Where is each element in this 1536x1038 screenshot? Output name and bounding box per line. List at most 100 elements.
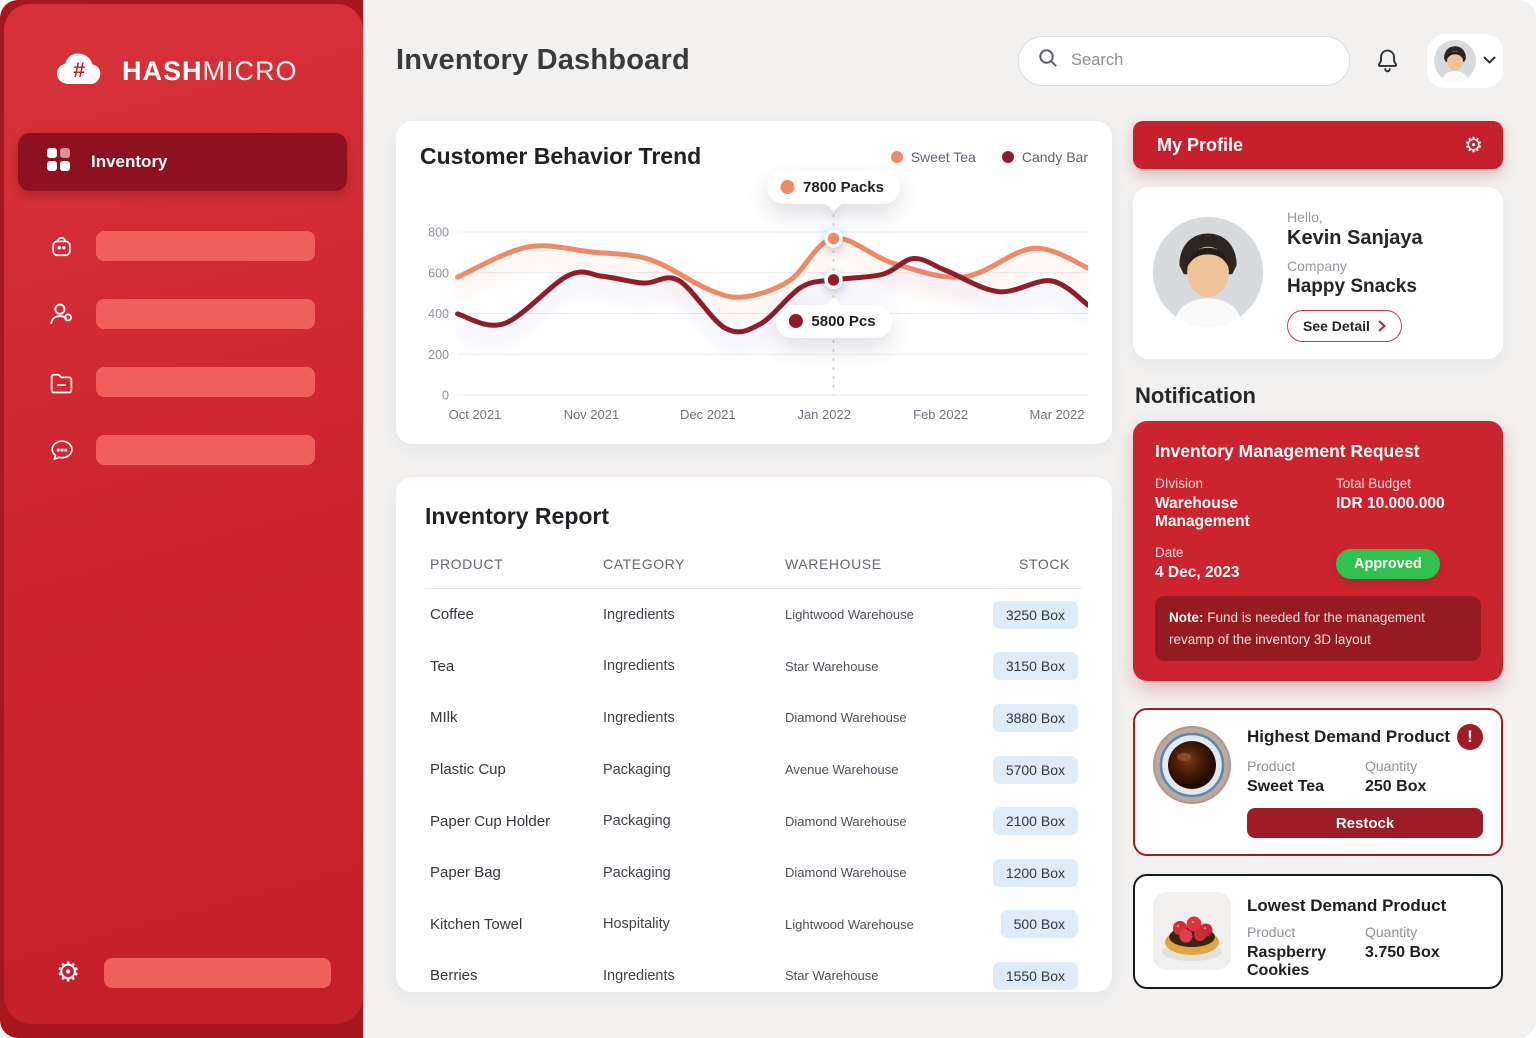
sidebar-item-orders[interactable] <box>44 231 315 261</box>
svg-text:Dec 2021: Dec 2021 <box>680 407 736 422</box>
stock-badge: 1550 Box <box>992 961 1078 990</box>
chart-tooltip-sweet-tea: 7800 Packs <box>767 170 900 204</box>
lowest-demand-title: Lowest Demand Product <box>1247 896 1447 916</box>
sidebar-menu <box>4 231 363 465</box>
svg-text:200: 200 <box>428 348 449 362</box>
svg-text:600: 600 <box>428 266 449 280</box>
left-column: Customer Behavior Trend Sweet Tea Candy … <box>396 121 1112 992</box>
svg-text:#: # <box>73 59 85 82</box>
stock-badge: 3150 Box <box>992 652 1078 681</box>
sidebar-item-bar <box>96 299 315 329</box>
avatar <box>1434 39 1476 82</box>
logo-text: HASHMICRO <box>122 56 298 86</box>
cell-category: Hospitality <box>603 916 670 933</box>
note-text: Fund is needed for the management revamp… <box>1169 610 1425 647</box>
cell-product: Paper Cup Holder <box>430 812 551 830</box>
budget-field: Total Budget IDR 10.000.000 <box>1336 476 1481 531</box>
product-value: Sweet Tea <box>1247 778 1325 796</box>
user-menu[interactable] <box>1427 33 1503 88</box>
legend-label: Candy Bar <box>1021 148 1088 165</box>
tooltip-label: 7800 Packs <box>803 178 884 196</box>
cell-warehouse: Avenue Warehouse <box>785 762 899 778</box>
page-title: Inventory Dashboard <box>396 44 690 76</box>
note-label: Note: <box>1169 610 1204 625</box>
greeting-text: Hello, <box>1287 209 1323 225</box>
cell-category: Packaging <box>603 813 671 830</box>
request-note: Note: Fund is needed for the management … <box>1155 596 1481 662</box>
svg-text:Jan 2022: Jan 2022 <box>797 407 851 422</box>
notification-heading: Notification <box>1135 383 1256 408</box>
cell-stock: 2100 Box <box>992 807 1078 836</box>
svg-text:Mar 2022: Mar 2022 <box>1030 407 1085 422</box>
budget-value: IDR 10.000.000 <box>1336 495 1445 512</box>
status-badge: Approved <box>1336 548 1440 579</box>
gear-icon: ⚙ <box>56 957 81 988</box>
sweet-tea-image <box>1151 724 1233 840</box>
svg-text:Oct 2021: Oct 2021 <box>449 407 502 422</box>
column-header-stock: STOCK <box>1019 556 1070 572</box>
division-label: DIvision <box>1155 476 1204 491</box>
company-label: Company <box>1287 258 1347 274</box>
inventory-request-card: Inventory Management Request DIvision Wa… <box>1133 421 1503 682</box>
product-label: Product <box>1247 924 1296 941</box>
chat-icon <box>44 436 78 465</box>
cell-category: Ingredients <box>603 709 675 726</box>
cell-warehouse: Star Warehouse <box>785 658 879 674</box>
table-row: Tea Ingredients Star Warehouse 3150 Box <box>425 641 1082 693</box>
cell-stock: 5700 Box <box>992 755 1078 784</box>
report-table-body: Coffee Ingredients Lightwood Warehouse 3250… <box>425 589 1082 1002</box>
table-row: Plastic Cup Packaging Avenue Warehouse 5700… <box>425 744 1082 796</box>
stock-badge: 500 Box <box>1000 910 1078 939</box>
lowest-demand-card: Lowest Demand Product Product Quantity R… <box>1133 874 1503 990</box>
cell-category: Packaging <box>603 864 671 881</box>
sidebar-item-inventory[interactable]: Inventory <box>18 133 347 191</box>
restock-button[interactable]: Restock <box>1247 808 1483 839</box>
sidebar-item-customers[interactable] <box>44 299 315 329</box>
sidebar-item-label: Inventory <box>91 152 168 171</box>
stock-badge: 5700 Box <box>992 755 1078 784</box>
user-name: Kevin Sanjaya <box>1287 227 1423 249</box>
search-input[interactable] <box>1071 51 1311 70</box>
column-header-category: CATEGORY <box>603 556 686 572</box>
legend-item-sweet-tea: Sweet Tea <box>890 149 976 165</box>
chart-legend: Sweet Tea Candy Bar <box>890 148 1088 165</box>
cell-warehouse: Lightwood Warehouse <box>785 607 914 623</box>
profile-card: Hello, Kevin Sanjaya Company Happy Snack… <box>1133 187 1503 359</box>
column-header-warehouse: WAREHOUSE <box>785 556 882 572</box>
sidebar-item-messages[interactable] <box>44 435 315 465</box>
sidebar-item-files[interactable] <box>44 367 315 397</box>
cell-warehouse: Diamond Warehouse <box>785 710 907 726</box>
sidebar-item-settings[interactable]: ⚙ <box>56 958 331 988</box>
tooltip-dot <box>780 180 795 195</box>
company-name: Happy Snacks <box>1287 276 1417 297</box>
notification-bell-icon[interactable] <box>1374 47 1401 74</box>
sidebar: # HASHMICRO Inventory <box>0 0 363 1038</box>
cell-stock: 3250 Box <box>992 600 1078 629</box>
quantity-label: Quantity <box>1365 924 1418 941</box>
users-icon <box>44 299 78 329</box>
highest-demand-card: Highest Demand Product ! Product Quantit… <box>1133 708 1503 857</box>
my-profile-button[interactable]: My Profile ⚙ <box>1133 121 1503 169</box>
stock-badge: 1200 Box <box>992 858 1078 887</box>
sidebar-item-bar <box>104 958 331 988</box>
topbar-actions <box>1018 33 1503 88</box>
search-box[interactable] <box>1018 35 1350 86</box>
cell-product: Coffee <box>430 606 474 624</box>
date-value: 4 Dec, 2023 <box>1155 564 1240 581</box>
budget-label: Total Budget <box>1336 476 1412 491</box>
cell-category: Ingredients <box>603 606 675 623</box>
see-detail-button[interactable]: See Detail <box>1287 310 1402 342</box>
table-row: Paper Cup Holder Packaging Diamond Warehou… <box>425 795 1082 847</box>
inventory-report-card: Inventory Report PRODUCT CATEGORY WAREHO… <box>396 477 1112 992</box>
main-area: Inventory Dashboard <box>363 0 1536 1038</box>
product-value: Raspberry Cookies <box>1247 944 1327 980</box>
my-profile-label: My Profile <box>1157 134 1244 155</box>
legend-dot <box>1001 150 1014 163</box>
cell-warehouse: Diamond Warehouse <box>785 813 907 829</box>
settings-gear-icon[interactable]: ⚙ <box>1464 133 1483 157</box>
quantity-value: 250 Box <box>1365 778 1427 796</box>
search-icon <box>1037 47 1059 74</box>
cell-category: Packaging <box>603 761 671 778</box>
division-value: Warehouse Management <box>1155 495 1250 530</box>
date-field: Date 4 Dec, 2023 <box>1155 545 1336 582</box>
